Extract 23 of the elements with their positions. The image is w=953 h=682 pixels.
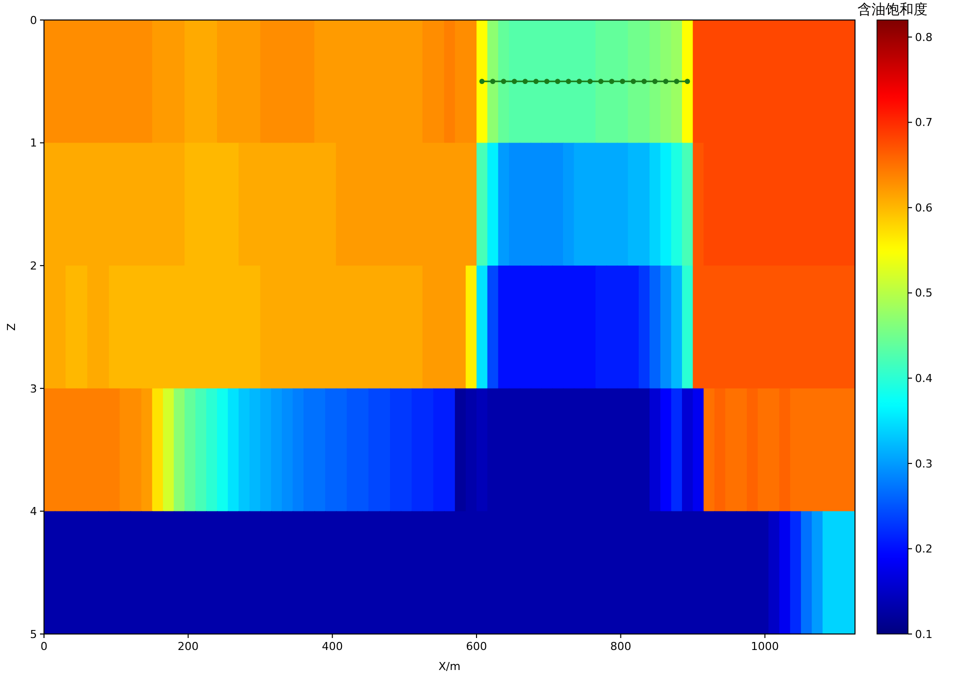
y-tick-label: 1 xyxy=(30,136,37,150)
color-bar-label: 0.3 xyxy=(915,457,932,470)
color-bar-title: 含油饱和度 xyxy=(858,2,928,18)
color-bar-label: 0.7 xyxy=(915,116,932,130)
color-bar-label: 0.4 xyxy=(915,372,932,386)
y-tick-label: 4 xyxy=(30,505,37,518)
x-tick-label: 400 xyxy=(322,640,343,653)
y-tick-label: 2 xyxy=(30,259,37,272)
x-tick-label: 800 xyxy=(610,640,632,653)
color-bar-label: 0.1 xyxy=(915,628,932,641)
x-tick-label: 200 xyxy=(178,640,199,653)
color-bar-label: 0.5 xyxy=(915,286,932,300)
x-tick-label: 1000 xyxy=(750,640,779,653)
x-tick-label: 600 xyxy=(466,640,488,653)
y-axis-title: Z xyxy=(5,322,18,331)
color-bar-label: 0.6 xyxy=(915,201,932,214)
color-bar-label: 0.2 xyxy=(915,542,932,556)
x-tick-label: 0 xyxy=(40,640,48,653)
color-bar-label: 0.8 xyxy=(915,30,932,44)
y-tick-label: 3 xyxy=(30,382,37,396)
x-axis-title: X/m xyxy=(438,660,460,673)
y-tick-label: 0 xyxy=(30,14,37,27)
y-tick-label: 5 xyxy=(30,628,37,641)
